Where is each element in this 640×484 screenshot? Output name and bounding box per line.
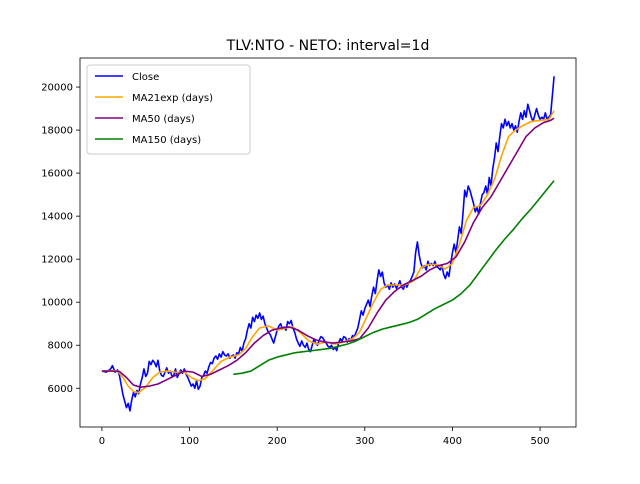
y-tick-label: 14000 xyxy=(41,212,73,223)
y-tick-label: 18000 xyxy=(41,126,73,137)
chart-title: TLV:NTO - NETO: interval=1d xyxy=(226,38,430,54)
legend-label-0: Close xyxy=(132,72,159,83)
y-tick-label: 16000 xyxy=(41,169,73,180)
y-tick-label: 12000 xyxy=(41,255,73,266)
axes-frame xyxy=(79,57,577,428)
y-tick-label: 10000 xyxy=(41,298,73,309)
y-tick-label: 20000 xyxy=(41,83,73,94)
x-tick-label: 0 xyxy=(99,436,105,447)
axes-layer: 0 100 200 300 400 500 6000 8000 10000 12000 14000 1… xyxy=(41,57,577,447)
y-tick-label: 6000 xyxy=(48,384,73,395)
x-tick-label: 500 xyxy=(531,436,550,447)
y-tick-label: 8000 xyxy=(48,341,73,352)
legend: Close MA21exp (days) MA50 (days) MA150 (day… xyxy=(86,64,251,155)
x-tick-label: 300 xyxy=(355,436,374,447)
series-layer xyxy=(101,76,555,412)
legend-label-3: MA150 (days) xyxy=(132,135,201,146)
legend-box xyxy=(86,64,251,155)
legend-label-2: MA50 (days) xyxy=(132,114,195,125)
x-tick-label: 400 xyxy=(443,436,462,447)
x-tick-label: 100 xyxy=(180,436,199,447)
series-line-2 xyxy=(101,117,555,388)
legend-label-1: MA21exp (days) xyxy=(132,93,213,104)
series-line-3 xyxy=(233,180,555,376)
x-tick-label: 200 xyxy=(268,436,287,447)
